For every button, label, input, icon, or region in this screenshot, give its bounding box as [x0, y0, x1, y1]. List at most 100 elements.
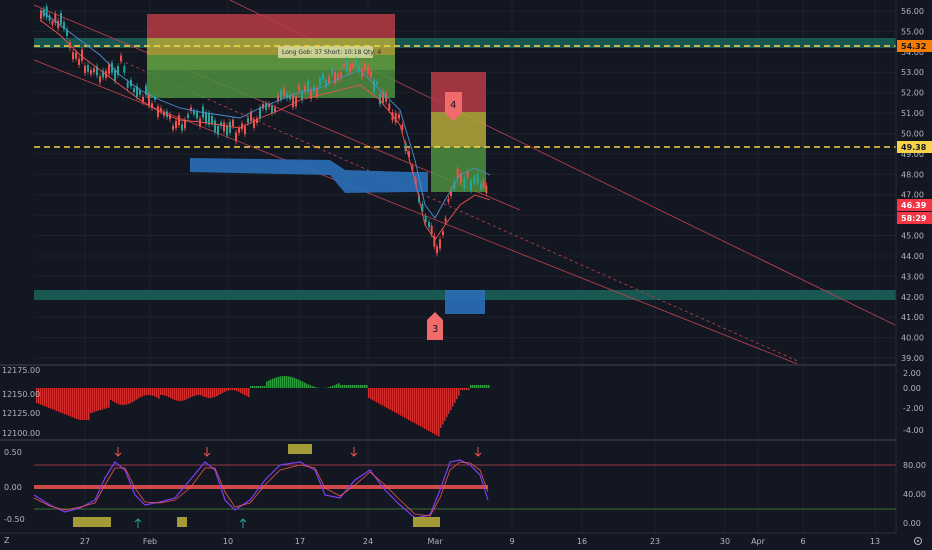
histogram-bar [286, 376, 288, 388]
candle-body [181, 124, 183, 131]
time-axis[interactable]: 27 Feb 10 17 24 Mar 9 16 23 30 Apr 6 13 [80, 537, 880, 546]
candle-body [205, 112, 207, 124]
histogram-bar [38, 388, 40, 404]
candle-body [442, 231, 444, 236]
candle-body [220, 122, 222, 127]
candle-body [340, 72, 342, 79]
candle-body [250, 111, 252, 122]
candle-body [376, 81, 378, 85]
osc1-left-label: 12150.00 [2, 390, 40, 399]
candle-body [57, 20, 60, 29]
histogram-bar [412, 388, 414, 423]
candle-body [364, 63, 366, 71]
candle-body [184, 119, 186, 129]
histogram-bar [208, 388, 210, 398]
marker-3[interactable]: 3 [427, 312, 443, 340]
histogram-bar [448, 388, 450, 414]
candle-body [139, 90, 141, 95]
histogram-bar [40, 388, 42, 405]
histogram-bar [138, 388, 140, 399]
histogram-bar [64, 388, 66, 415]
histogram-bar [78, 388, 80, 420]
histogram-bar [160, 388, 162, 396]
marker-4[interactable]: 4 [445, 92, 462, 121]
histogram-bar [296, 378, 298, 388]
histogram-bar [436, 388, 438, 436]
histogram-bar [94, 388, 96, 412]
candle-body [102, 70, 104, 78]
candle-body [428, 221, 430, 228]
histogram-bar [150, 388, 152, 396]
histogram-bar [478, 385, 480, 388]
histogram-bar [456, 388, 458, 400]
candle-body [111, 62, 113, 73]
time-tick-label: Mar [427, 537, 443, 546]
osc1-left-axis: 12175.00 12150.00 12125.00 12100.00 [2, 366, 40, 438]
histogram-bar [68, 388, 70, 416]
candle-body [84, 65, 86, 73]
candle-body [485, 185, 488, 194]
candle-body [193, 111, 195, 115]
candle-body [274, 107, 276, 112]
histogram-bar [420, 388, 422, 427]
histogram-bar [194, 388, 196, 396]
candle-body [259, 107, 261, 119]
candle-body [99, 76, 101, 83]
candle-body [72, 52, 74, 60]
candle-body [379, 93, 381, 105]
candle-body [75, 52, 77, 59]
histogram-bar [376, 388, 378, 403]
candle-body [241, 123, 243, 130]
candle-body [456, 168, 459, 179]
histogram-bar [180, 388, 182, 401]
candle-body [229, 121, 231, 133]
histogram-bar [372, 388, 374, 401]
histogram-bar [402, 388, 404, 417]
histogram-bar [370, 388, 372, 400]
histogram-bar [424, 388, 426, 429]
histogram-bar [262, 386, 264, 388]
histogram-bar [84, 388, 86, 420]
candle-body [166, 111, 168, 118]
candle-body [136, 85, 138, 97]
histogram-bar [136, 388, 138, 400]
price-tags: 54.32 49.38 46.39 58:29 [897, 40, 932, 224]
histogram-bar [206, 388, 208, 398]
histogram-bar [368, 388, 370, 398]
candle-body [45, 6, 48, 18]
candle-body [298, 85, 300, 91]
candle-body [277, 94, 279, 102]
settings-icon[interactable] [914, 537, 922, 545]
candle-body [289, 94, 291, 100]
histogram-bar [344, 385, 346, 388]
histogram-bar [378, 388, 380, 404]
candle-body [346, 59, 348, 72]
candle-body [114, 69, 116, 82]
time-tick-label: 13 [870, 537, 880, 546]
price-tag-bg [897, 40, 932, 52]
candle-body [334, 71, 336, 84]
candle-body [470, 181, 472, 191]
price-tag-bg [897, 199, 932, 211]
histogram-bar [58, 388, 60, 412]
osc2-right-axis: 80.00 40.00 0.00 [903, 461, 926, 528]
histogram-bar [192, 388, 194, 397]
candle-body [235, 132, 237, 142]
histogram-bar [348, 385, 350, 388]
histogram-bar [182, 388, 184, 401]
candle-body [217, 126, 219, 135]
timezone-icon[interactable]: Z [4, 536, 10, 545]
candle-body [133, 88, 135, 93]
histogram-bar [216, 388, 218, 397]
price-tag-bg [897, 141, 932, 153]
histogram-bar [230, 388, 232, 391]
candle-body [322, 73, 324, 80]
candle-body [199, 118, 201, 127]
histogram-bar [254, 386, 256, 388]
candle-body [226, 125, 228, 136]
candle-body [54, 13, 57, 23]
candle-body [190, 107, 192, 111]
candle-body [401, 124, 404, 130]
candle-body [196, 112, 198, 119]
